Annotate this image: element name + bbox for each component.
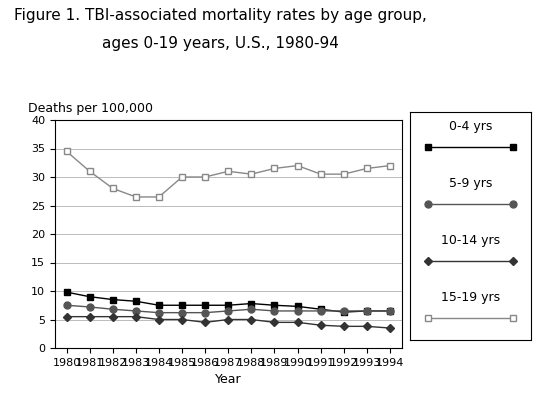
Text: 5-9 yrs: 5-9 yrs	[449, 177, 492, 190]
Text: Figure 1. TBI-associated mortality rates by age group,: Figure 1. TBI-associated mortality rates…	[14, 8, 426, 23]
Text: Deaths per 100,000: Deaths per 100,000	[28, 102, 152, 115]
Text: ages 0-19 years, U.S., 1980-94: ages 0-19 years, U.S., 1980-94	[102, 36, 338, 51]
Text: 15-19 yrs: 15-19 yrs	[441, 291, 500, 304]
Text: 10-14 yrs: 10-14 yrs	[441, 234, 500, 247]
X-axis label: Year: Year	[215, 373, 241, 386]
Text: 0-4 yrs: 0-4 yrs	[449, 120, 492, 133]
